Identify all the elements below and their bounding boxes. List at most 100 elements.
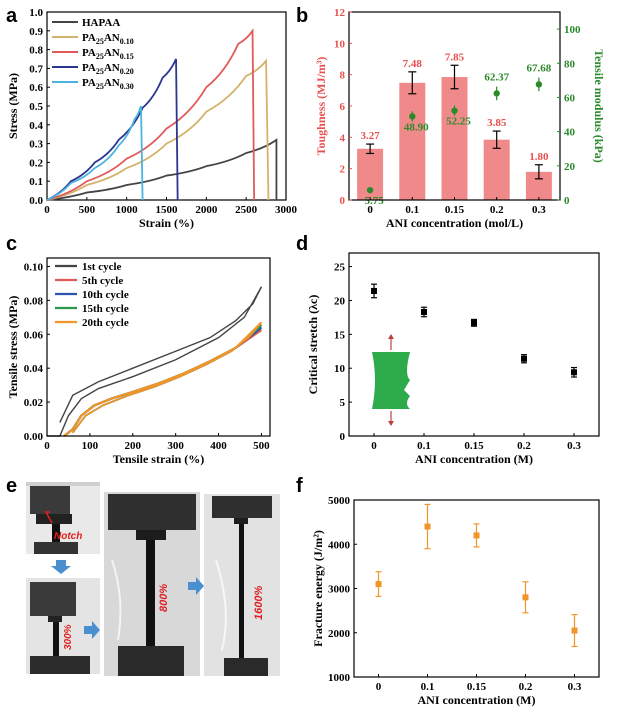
chart-c-frame	[46, 257, 271, 437]
c-xtick-label: 200	[125, 440, 142, 452]
a-legend-label: PA25AN0.30	[82, 77, 134, 91]
b-bar-value-label: 3.27	[360, 130, 380, 142]
a-xtick-label: 1500	[156, 204, 179, 216]
xtick-label: 0	[371, 440, 377, 452]
a-legend-part: PA	[82, 32, 96, 44]
panel-letter-c: c	[6, 233, 17, 255]
ytick-label: 10	[334, 363, 346, 375]
data-point	[571, 369, 577, 376]
a-legend-part: AN	[104, 62, 120, 74]
strain-label-1600: 1600%	[253, 586, 265, 620]
b-ytick-right-label: 60	[564, 92, 576, 104]
c-series-line	[72, 324, 262, 434]
chart-c: 0 100 200 300 400 500 0.00 0.02 0.04 0.06 0.08 0.10…	[6, 257, 271, 466]
a-ytick-label: 0.2	[29, 157, 43, 169]
b-point-value-label: 52.25	[446, 116, 471, 128]
b-xtick-label: 0.3	[532, 204, 546, 216]
ytick-label: 3000	[328, 584, 351, 596]
c-series-line	[47, 286, 263, 437]
a-legend-part: 25	[96, 37, 104, 46]
b-ytick-right-label: 20	[564, 161, 576, 173]
chart-f: 0 0.1 0.15 0.2 0.3 1000 2000 3000 4000 5000 ANI co…	[311, 495, 600, 707]
panel-letter-e: e	[6, 475, 17, 497]
data-point	[371, 287, 377, 294]
chart-d: 0 0.1 0.15 0.2 0.3 0 5 10 15 20 25 ANI concentratio…	[306, 252, 600, 466]
b-bar-value-label: 3.85	[487, 117, 507, 129]
photo-1600: 1600%	[204, 494, 280, 676]
a-series-line	[46, 58, 179, 201]
b-ytick-left-label: 2	[340, 164, 346, 176]
xtick-label: 0.3	[567, 440, 581, 452]
data-point	[471, 319, 477, 326]
b-bar	[441, 77, 468, 200]
b-ytick-left-label: 0	[340, 195, 346, 207]
b-ytick-left-label: 12	[334, 7, 346, 19]
b-bar	[483, 139, 510, 200]
xlabel: ANI concentration (M)	[415, 452, 533, 466]
a-legend-part: PA	[82, 62, 96, 74]
xtick-label: 0.15	[467, 681, 487, 693]
c-ytick-label: 0.10	[24, 261, 44, 273]
b-xtick-label: 0	[367, 204, 373, 216]
b-ytick-left-label: 4	[340, 132, 346, 144]
c-ytick-label: 0.04	[24, 363, 44, 375]
b-ytick-left-label: 8	[340, 70, 346, 82]
c-series-line	[72, 321, 263, 434]
ytick-label: 20	[334, 295, 346, 307]
b-point	[535, 81, 543, 88]
b-bar-value-label: 1.80	[529, 151, 549, 163]
a-legend-part: 0.20	[120, 67, 134, 76]
c-legend-label: 1st cycle	[82, 261, 122, 273]
xtick-label: 0.1	[417, 440, 431, 452]
b-point	[366, 186, 374, 194]
b-bar	[399, 82, 426, 200]
data-point	[375, 581, 382, 588]
c-xlabel: Tensile strain (%)	[113, 452, 205, 466]
c-legend-label: 10th cycle	[82, 289, 129, 301]
a-legend-label: PA25AN0.15	[82, 47, 134, 61]
b-ytick-right-label: 0	[564, 195, 570, 207]
photo-initial: Notch	[26, 482, 100, 554]
a-series-line	[46, 138, 278, 201]
notched-sample-icon	[372, 352, 410, 409]
a-xtick-label: 0	[44, 204, 50, 216]
xtick-label: 0	[376, 681, 382, 693]
a-legend-part: 25	[96, 67, 104, 76]
ytick-label: 25	[334, 262, 346, 274]
c-legend-label: 5th cycle	[82, 275, 123, 287]
c-series-line	[63, 324, 263, 437]
a-ytick-label: 0.7	[29, 63, 43, 75]
a-ytick-label: 0.5	[29, 101, 43, 113]
a-legend-part: AN	[104, 77, 120, 89]
a-legend-part: 0.30	[120, 82, 134, 91]
photo-panel-e: Notch 300% 800%	[26, 482, 280, 676]
chart-b: 3.27 7.48 7.85 3.85 1.80 5.75 48.90 52.25 62.37 6…	[314, 7, 606, 230]
b-point	[451, 107, 458, 114]
a-legend-part: PA	[82, 77, 96, 89]
b-ytick-right-label: 100	[564, 24, 581, 36]
b-xtick-label: 0.1	[405, 204, 419, 216]
a-ytick-label: 0.4	[29, 120, 43, 132]
a-series-line	[46, 105, 144, 201]
ytick-label: 5000	[328, 495, 351, 507]
a-xtick-label: 3000	[275, 204, 298, 216]
b-ytick-left-label: 6	[340, 101, 346, 113]
xlabel: ANI concentration (M)	[418, 693, 536, 707]
b-point-value-label: 67.68	[527, 62, 552, 74]
xtick-label: 0.2	[519, 681, 533, 693]
a-legend-part: PA	[82, 47, 96, 59]
c-ytick-label: 0.06	[24, 329, 44, 341]
xtick-label: 0.15	[464, 440, 484, 452]
photo-800: 800%	[104, 492, 200, 676]
data-point	[521, 355, 527, 362]
strain-label-800: 800%	[158, 584, 170, 612]
data-point	[421, 308, 427, 315]
b-ytick-left-label: 10	[334, 38, 346, 50]
b-point-value-label: 62.37	[484, 72, 509, 84]
arrow-down-icon	[51, 560, 71, 574]
a-xtick-label: 1000	[116, 204, 139, 216]
a-legend-part: AN	[104, 47, 120, 59]
data-point	[424, 523, 431, 530]
arrow-up-head-icon	[388, 334, 394, 339]
b-point-value-label: 48.90	[404, 121, 429, 133]
